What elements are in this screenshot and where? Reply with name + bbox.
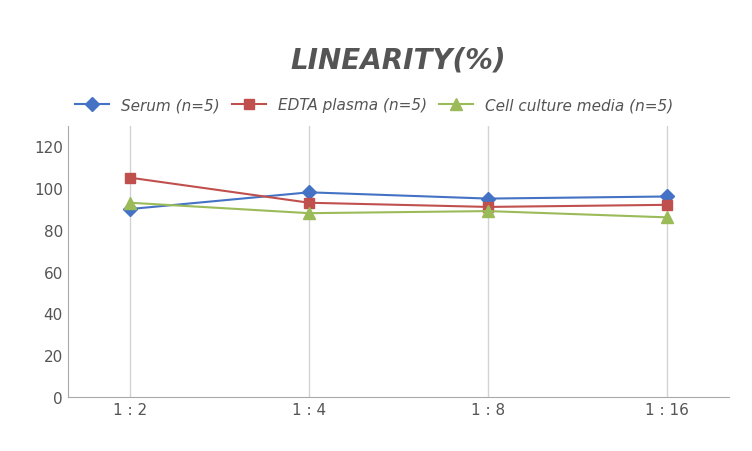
EDTA plasma (n=5) <box>484 205 493 210</box>
Serum (n=5) <box>126 207 135 212</box>
Cell culture media (n=5) <box>484 209 493 214</box>
Serum (n=5) <box>484 197 493 202</box>
Cell culture media (n=5) <box>663 215 672 221</box>
Line: Cell culture media (n=5): Cell culture media (n=5) <box>125 198 672 223</box>
Legend: Serum (n=5), EDTA plasma (n=5), Cell culture media (n=5): Serum (n=5), EDTA plasma (n=5), Cell cul… <box>75 98 673 113</box>
EDTA plasma (n=5) <box>305 201 314 206</box>
Title: LINEARITY(%): LINEARITY(%) <box>291 46 506 74</box>
Cell culture media (n=5) <box>305 211 314 216</box>
Line: EDTA plasma (n=5): EDTA plasma (n=5) <box>126 174 672 212</box>
Cell culture media (n=5) <box>126 201 135 206</box>
Line: Serum (n=5): Serum (n=5) <box>126 188 672 214</box>
EDTA plasma (n=5) <box>126 175 135 181</box>
Serum (n=5) <box>663 194 672 200</box>
Serum (n=5) <box>305 190 314 196</box>
EDTA plasma (n=5) <box>663 202 672 208</box>
